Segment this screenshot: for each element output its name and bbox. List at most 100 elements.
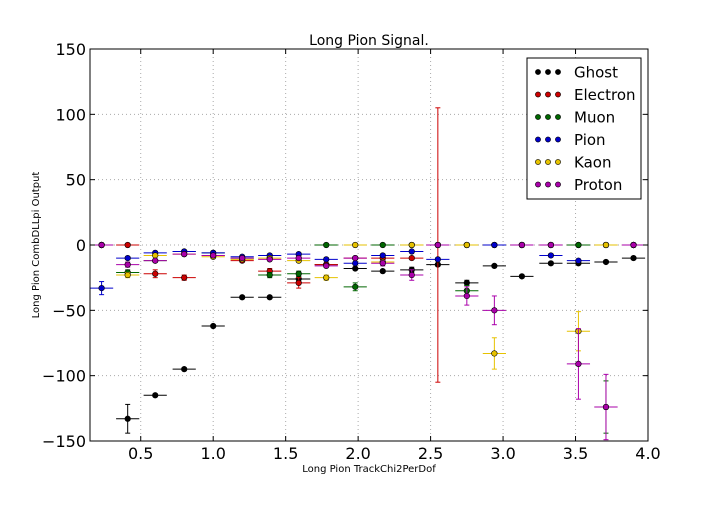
y-tick-label: 150 (55, 40, 86, 59)
data-point-proton (210, 252, 217, 259)
data-point-kaon (408, 241, 415, 249)
data-point-electron (152, 270, 159, 277)
x-tick-label: 0.5 (128, 444, 153, 463)
legend-marker (535, 91, 541, 98)
y-axis-label: Long Pion CombDLLpi Output (31, 172, 42, 319)
data-point-proton (352, 254, 359, 262)
legend-marker (545, 159, 551, 165)
data-point-proton (547, 241, 554, 249)
data-point-muon (575, 241, 582, 249)
data-point-kaon (323, 274, 330, 281)
data-point-electron (295, 279, 302, 286)
y-tick-label: 0 (76, 236, 86, 255)
data-point-pion (379, 252, 386, 259)
legend-label: Electron (574, 86, 636, 104)
legend-marker (545, 91, 551, 98)
data-point-kaon (124, 271, 131, 279)
legend-marker (545, 114, 551, 120)
data-point-proton (518, 241, 526, 249)
legend-marker (535, 159, 541, 165)
data-point-muon (352, 283, 359, 290)
data-point-electron (181, 274, 188, 281)
data-point-electron (124, 241, 131, 249)
data-point-ghost (547, 260, 554, 267)
data-point-kaon (352, 241, 359, 249)
data-point-muon (266, 271, 273, 279)
data-point-proton (408, 271, 415, 279)
data-point-muon (295, 270, 302, 277)
data-point-pion (491, 241, 498, 249)
data-point-ghost (181, 366, 188, 373)
series-pion (90, 241, 646, 296)
data-point-ghost (266, 294, 273, 301)
data-point-proton (181, 251, 188, 258)
y-tick-label: 50 (66, 171, 86, 190)
legend-marker (555, 69, 561, 75)
legend-label: Proton (574, 176, 622, 194)
tick-layer: 0.5 1.0 1.5 2.0 2.5 3.0 3.5 4.0 150 100 50 0 −50 −100… (42, 40, 661, 463)
data-point-ghost (491, 262, 498, 270)
data-point-ghost (463, 279, 470, 286)
data-point-kaon (152, 252, 159, 259)
legend-marker (535, 181, 541, 188)
data-point-ghost (630, 254, 637, 262)
data-point-ghost (152, 392, 159, 399)
data-point-ghost (602, 258, 610, 266)
series-proton (90, 241, 646, 441)
data-point-proton (602, 403, 610, 411)
legend-marker (545, 181, 551, 188)
data-point-muon (323, 241, 330, 249)
data-point-proton (434, 241, 441, 249)
data-point-proton (124, 261, 131, 268)
data-point-proton (323, 262, 330, 270)
x-axis-label: Long Pion TrackChi2PerDof (302, 464, 436, 475)
legend-marker (555, 91, 561, 98)
x-tick-label: 3.0 (490, 444, 515, 463)
data-point-proton (575, 360, 582, 368)
data-point-ghost (239, 294, 246, 301)
data-point-ghost (518, 273, 526, 280)
legend-marker (535, 136, 541, 143)
data-point-proton (491, 307, 498, 314)
legend-marker (535, 114, 541, 120)
series-kaon (90, 241, 646, 370)
chart-title: Long Pion Signal. (309, 33, 429, 49)
data-point-proton (630, 241, 637, 249)
data-point-proton (98, 241, 105, 249)
legend-marker (545, 136, 551, 143)
x-tick-label: 2.0 (345, 444, 370, 463)
legend-label: Pion (574, 131, 606, 149)
legend-marker (555, 114, 561, 120)
data-point-proton (152, 257, 159, 264)
y-tick-label: 100 (55, 105, 86, 124)
y-tick-label: −100 (42, 367, 86, 386)
legend-box (526, 57, 642, 200)
data-point-pion (352, 260, 359, 267)
data-point-proton (266, 256, 273, 263)
data-point-kaon (463, 241, 470, 249)
data-point-ghost (352, 265, 359, 272)
data-point-kaon (602, 241, 610, 249)
data-point-ghost (379, 268, 386, 275)
legend-label: Kaon (574, 154, 611, 172)
data-point-pion (575, 257, 582, 264)
data-point-pion (98, 285, 105, 292)
data-point-pion (408, 248, 415, 255)
x-tick-label: 2.5 (418, 444, 443, 463)
x-tick-label: 4.0 (635, 444, 660, 463)
data-point-proton (463, 292, 470, 300)
data-point-proton (239, 254, 246, 262)
legend-marker (555, 181, 561, 188)
legend-marker (555, 159, 561, 165)
data-point-pion (323, 256, 330, 263)
data-point-proton (295, 254, 302, 262)
series-ghost (90, 241, 646, 434)
data-point-pion (547, 252, 554, 259)
legend-marker (545, 69, 551, 75)
legend: Ghost Electron Muon Pion Kaon Proton (526, 57, 642, 200)
legend-marker (535, 69, 541, 75)
x-tick-label: 3.5 (563, 444, 588, 463)
x-tick-label: 1.5 (273, 444, 298, 463)
series-muon (90, 241, 646, 434)
